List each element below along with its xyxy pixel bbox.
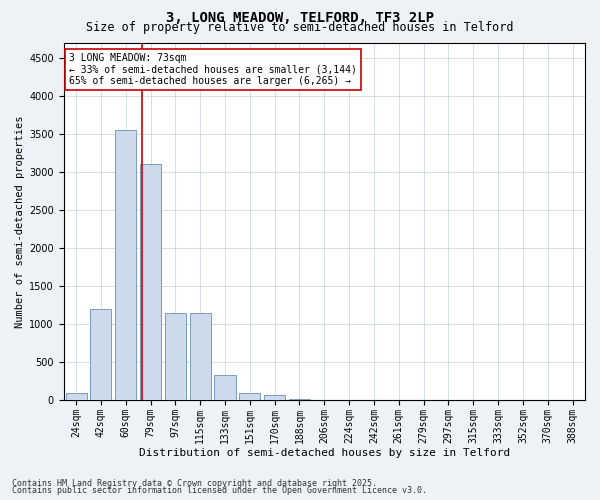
Text: Contains public sector information licensed under the Open Government Licence v3: Contains public sector information licen… bbox=[12, 486, 427, 495]
Y-axis label: Number of semi-detached properties: Number of semi-detached properties bbox=[15, 115, 25, 328]
Bar bbox=[190, 313, 211, 400]
Bar bbox=[239, 393, 260, 400]
Bar bbox=[289, 399, 310, 400]
Text: 3 LONG MEADOW: 73sqm
← 33% of semi-detached houses are smaller (3,144)
65% of se: 3 LONG MEADOW: 73sqm ← 33% of semi-detac… bbox=[69, 53, 357, 86]
X-axis label: Distribution of semi-detached houses by size in Telford: Distribution of semi-detached houses by … bbox=[139, 448, 510, 458]
Text: Size of property relative to semi-detached houses in Telford: Size of property relative to semi-detach… bbox=[86, 22, 514, 35]
Bar bbox=[214, 376, 236, 400]
Text: 3, LONG MEADOW, TELFORD, TF3 2LP: 3, LONG MEADOW, TELFORD, TF3 2LP bbox=[166, 11, 434, 25]
Bar bbox=[65, 393, 86, 400]
Bar bbox=[165, 313, 186, 400]
Bar bbox=[264, 395, 285, 400]
Bar bbox=[115, 130, 136, 400]
Text: Contains HM Land Registry data © Crown copyright and database right 2025.: Contains HM Land Registry data © Crown c… bbox=[12, 478, 377, 488]
Bar bbox=[91, 309, 112, 400]
Bar bbox=[140, 164, 161, 400]
